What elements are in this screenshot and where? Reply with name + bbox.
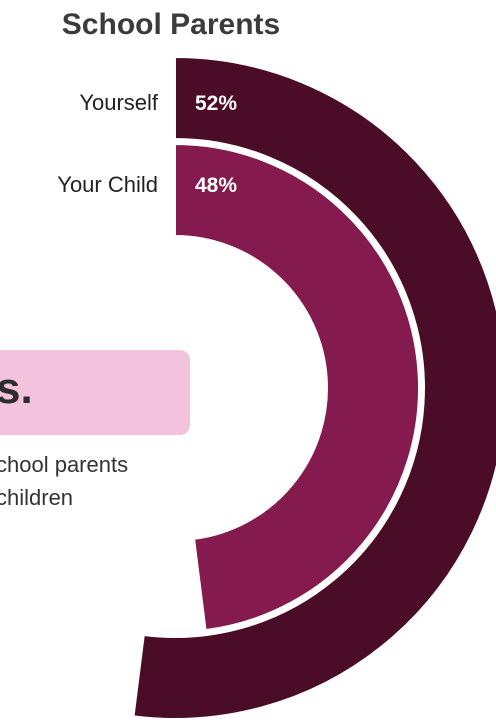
body-text-line-1: chool parents bbox=[0, 452, 129, 477]
chart-title: School Parents bbox=[61, 8, 281, 41]
category-label-yourself: Yourself bbox=[79, 90, 158, 115]
value-label-yourself: 52% bbox=[195, 92, 238, 115]
callout-box bbox=[0, 350, 190, 435]
category-label-your-child: Your Child bbox=[57, 172, 158, 197]
value-label-your-child: 48% bbox=[195, 174, 238, 197]
arc-yourself bbox=[132, 55, 496, 720]
body-text: chool parents children bbox=[0, 448, 128, 514]
callout-text: s. bbox=[0, 364, 33, 413]
body-text-line-2: children bbox=[0, 485, 74, 510]
arc-your-child bbox=[174, 142, 420, 632]
